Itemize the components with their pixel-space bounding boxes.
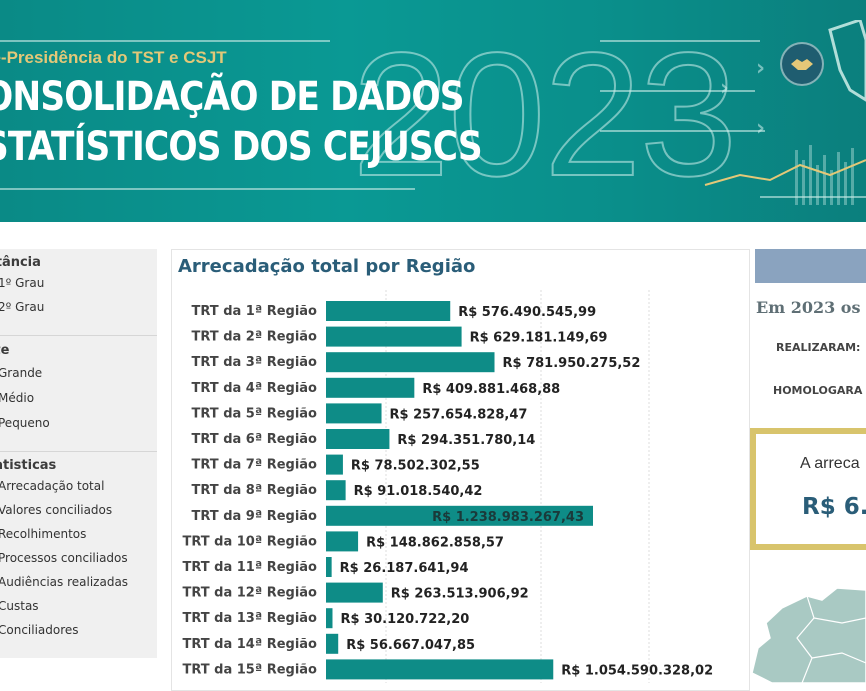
data-label: R$ 1.054.590.328,02 <box>561 663 713 678</box>
sidebar-heading-estatisticas: tatisticas <box>0 458 57 473</box>
bar[interactable] <box>326 326 462 347</box>
bar-chart: TRT da 1ª Região R$ 576.490.545,99 TRT da … <box>182 290 713 683</box>
sidebar-item-pequeno[interactable]: Pequeno <box>0 416 50 430</box>
summary-heading: Em 2023 os <box>756 298 861 317</box>
data-label: R$ 78.502.302,55 <box>351 459 480 474</box>
total-box-caption: A arreca <box>800 455 860 472</box>
bar[interactable] <box>326 633 339 654</box>
right-panel-header <box>755 249 866 283</box>
data-label: R$ 148.862.858,57 <box>366 535 504 550</box>
banner-line <box>600 40 760 42</box>
chevron-right-icon: › <box>756 56 766 81</box>
trend-line-icon <box>704 145 866 205</box>
category-label: TRT da 9ª Região <box>192 509 318 524</box>
banner-title-line2: STATÍSTICOS DOS CEJUSCS <box>0 124 483 170</box>
banner-line <box>0 188 415 190</box>
sidebar-item-valores-conciliados[interactable]: Valores conciliados <box>0 503 113 517</box>
bar[interactable] <box>326 377 415 398</box>
data-label: R$ 294.351.780,14 <box>397 433 535 448</box>
category-label: TRT da 14ª Região <box>182 637 317 652</box>
homologaram-label: HOMOLOGARA <box>773 384 863 397</box>
banner-year: 2023 <box>351 17 739 213</box>
bar[interactable] <box>326 454 343 475</box>
data-label: R$ 56.667.047,85 <box>346 638 475 653</box>
category-label: TRT da 12ª Região <box>182 586 317 601</box>
bar[interactable] <box>326 403 382 424</box>
category-label: TRT da 3ª Região <box>192 355 318 370</box>
header-banner: › › › 2023 ce-Presidência do TST e CSJT … <box>0 0 866 222</box>
data-label: R$ 1.238.983.267,43 <box>432 510 584 525</box>
category-label: TRT da 2ª Região <box>192 330 318 345</box>
total-box <box>750 428 866 550</box>
bar[interactable] <box>326 480 346 501</box>
chart-panel <box>171 249 750 691</box>
sidebar-item-recolhimentos[interactable]: Recolhimentos <box>0 527 87 541</box>
sidebar-item-arrecadacao-total[interactable]: Arrecadação total <box>0 479 105 493</box>
bar[interactable] <box>326 429 390 449</box>
banner-line <box>600 90 755 92</box>
sidebar: stância 1º Grau 2º Grau rte Grande Médio… <box>0 249 157 658</box>
map-outline-icon <box>828 20 866 102</box>
bar[interactable] <box>326 582 383 603</box>
sidebar-heading-porte: rte <box>0 343 10 358</box>
sidebar-item-processos-conciliados[interactable]: Processos conciliados <box>0 551 128 565</box>
banner-title-line1: ONSOLIDAÇÃO DE DADOS <box>0 74 464 120</box>
banner-subtitle: ce-Presidência do TST e CSJT <box>0 48 227 67</box>
data-label: R$ 409.881.468,88 <box>422 382 560 397</box>
data-label: R$ 576.490.545,99 <box>458 305 596 320</box>
banner-title: ONSOLIDAÇÃO DE DADOS STATÍSTICOS DOS CEJ… <box>0 72 483 172</box>
data-label: R$ 30.120.722,20 <box>340 612 469 627</box>
category-label: TRT da 13ª Região <box>182 611 317 626</box>
bar[interactable] <box>326 531 359 552</box>
category-label: TRT da 10ª Região <box>182 534 317 549</box>
sidebar-item-grande[interactable]: Grande <box>0 366 43 380</box>
category-label: TRT da 5ª Região <box>192 406 318 421</box>
data-label: R$ 26.187.641,94 <box>340 561 469 576</box>
data-label: R$ 263.513.906,92 <box>391 587 529 602</box>
sidebar-item-1-grau[interactable]: 1º Grau <box>0 276 45 290</box>
sidebar-item-medio[interactable]: Médio <box>0 391 35 405</box>
banner-line <box>600 130 765 132</box>
category-label: TRT da 15ª Região <box>182 662 317 677</box>
handshake-icon <box>780 42 824 86</box>
sidebar-divider <box>0 335 157 336</box>
bar[interactable] <box>326 608 333 629</box>
bar[interactable] <box>326 505 593 526</box>
data-label: R$ 781.950.275,52 <box>503 356 641 371</box>
chevron-right-icon: › <box>720 76 730 101</box>
chevron-right-icon: › <box>756 116 766 141</box>
brazil-map-icon <box>752 587 866 683</box>
sidebar-item-2-grau[interactable]: 2º Grau <box>0 300 45 314</box>
sidebar-heading-instancia: stância <box>0 255 41 270</box>
data-label: R$ 629.181.149,69 <box>470 331 608 346</box>
sidebar-divider <box>0 451 157 452</box>
data-label: R$ 91.018.540,42 <box>354 484 483 499</box>
sidebar-item-conciliadores[interactable]: Conciliadores <box>0 623 79 637</box>
category-label: TRT da 8ª Região <box>192 483 318 498</box>
category-label: TRT da 4ª Região <box>192 381 318 396</box>
banner-line <box>0 40 330 42</box>
total-box-value: R$ 6. <box>802 494 866 520</box>
bar[interactable] <box>326 352 495 373</box>
realizaram-label: REALIZARAM: <box>776 341 861 354</box>
data-label: R$ 257.654.828,47 <box>390 407 528 422</box>
bar[interactable] <box>326 557 332 577</box>
category-label: TRT da 6ª Região <box>192 432 318 447</box>
chart-title: Arrecadação total por Região <box>178 256 476 277</box>
bar[interactable] <box>326 659 554 680</box>
category-label: TRT da 11ª Região <box>182 560 317 575</box>
bar[interactable] <box>326 301 451 321</box>
category-label: TRT da 7ª Região <box>192 458 318 473</box>
sidebar-item-audiencias-realizadas[interactable]: Audiências realizadas <box>0 575 129 589</box>
category-label: TRT da 1ª Região <box>192 304 318 319</box>
sidebar-item-custas[interactable]: Custas <box>0 599 39 613</box>
